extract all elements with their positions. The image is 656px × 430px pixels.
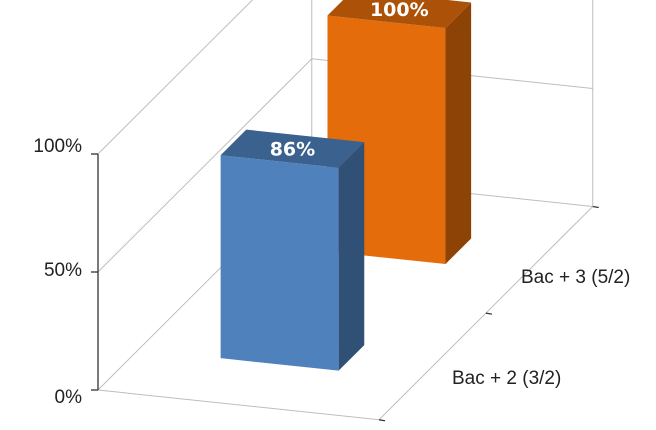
bar-1-top-face — [220, 129, 365, 168]
y-tick-label-50: 50% — [44, 260, 82, 281]
depth-tick-2 — [592, 205, 599, 209]
bars-layer — [220, 0, 472, 371]
labels-layer: 86% 100% — [270, 0, 429, 161]
depth-tick-1 — [485, 312, 492, 315]
bar-2-top-face — [327, 0, 472, 29]
data-label-2: 100% — [370, 0, 429, 21]
axis-layer: 0% 50% 100% Bac + 2 (3/2) Bac + 3 (5/2) — [33, 136, 630, 422]
y-tick-label-100: 100% — [33, 136, 82, 157]
bar-1-front-face — [220, 155, 339, 371]
bar-1-side-face — [338, 142, 365, 371]
x-category-label-2: Bac + 3 (5/2) — [521, 267, 630, 288]
y-tick-label-0: 0% — [55, 387, 83, 408]
bar-2-side-face — [445, 2, 472, 265]
data-label-1: 86% — [270, 139, 315, 161]
gridline-2 — [97, 0, 254, 155]
x-category-label-1: Bac + 2 (3/2) — [452, 368, 561, 389]
depth-tick-0 — [378, 419, 386, 422]
bar-1 — [220, 129, 365, 371]
